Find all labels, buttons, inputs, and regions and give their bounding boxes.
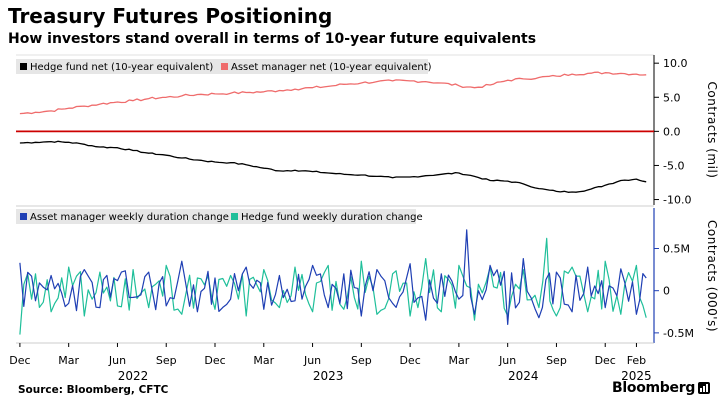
bar-chart-icon [698,382,710,394]
top-y-tick-label: -10.0 [663,194,691,207]
page-title: Treasury Futures Positioning [8,4,333,28]
hedge-fund-net-line [19,140,647,193]
x-tick-label: Sep [351,354,372,367]
x-tick-label: Dec [595,354,616,367]
top-y-axis-title: Contracts (mil) [705,82,719,179]
legend-label-hedge-fund-duration: Hedge fund weekly duration change [241,212,423,223]
chart: 10.0 5.0 0.0 -5.0 -10.0 0.5M 0 -0.5M Contracts (… [9,54,719,380]
bottom-y-axis-title: Contracts (000's) [705,220,719,332]
bottom-y-tick-label: 0.5M [663,243,690,256]
top-y-tick-label: -5.0 [663,159,684,172]
top-y-tick-label: 0.0 [663,125,681,138]
x-tick-label: Feb [627,354,646,367]
x-tick-label: Mar [58,354,79,367]
legend-swatch-hedge-fund-duration [231,213,238,220]
x-tick-label: Sep [546,354,567,367]
x-year-label: 2022 [118,369,149,380]
x-tick-label: Jun [303,354,321,367]
x-tick-label: Jun [108,354,126,367]
x-tick-label: Mar [253,354,274,367]
top-y-tick-label: 10.0 [663,57,688,70]
x-tick-label: Dec [399,354,420,367]
bottom-legend-box [16,209,416,224]
legend-swatch-asset-manager-net [221,63,228,70]
page-subtitle: How investors stand overall in terms of … [8,31,537,47]
asset-manager-duration-line [19,229,647,325]
legend-swatch-asset-manager-duration [20,213,27,220]
top-y-tick-label: 5.0 [663,91,681,104]
x-tick-label: Dec [204,354,225,367]
x-tick-label: Dec [9,354,30,367]
x-tick-label: Jun [498,354,516,367]
x-tick-label: Sep [156,354,177,367]
legend-swatch-hedge-fund-net [20,63,27,70]
hedge-fund-duration-line [19,237,647,335]
x-year-label: 2025 [621,369,652,380]
x-year-label: 2024 [508,369,539,380]
brand-logo: Bloomberg [612,380,696,396]
source-note: Source: Bloomberg, CFTC [18,384,169,396]
asset-manager-net-line [19,71,647,115]
legend-label-asset-manager-duration: Asset manager weekly duration change [30,212,229,223]
bottom-y-tick-label: 0 [663,285,670,298]
bottom-y-tick-label: -0.5M [663,327,694,340]
x-year-label: 2023 [313,369,344,380]
legend-label-hedge-fund-net: Hedge fund net (10-year equivalent) [30,62,213,73]
x-tick-label: Mar [449,354,470,367]
legend-label-asset-manager-net: Asset manager net (10-year equivalent) [231,62,432,73]
